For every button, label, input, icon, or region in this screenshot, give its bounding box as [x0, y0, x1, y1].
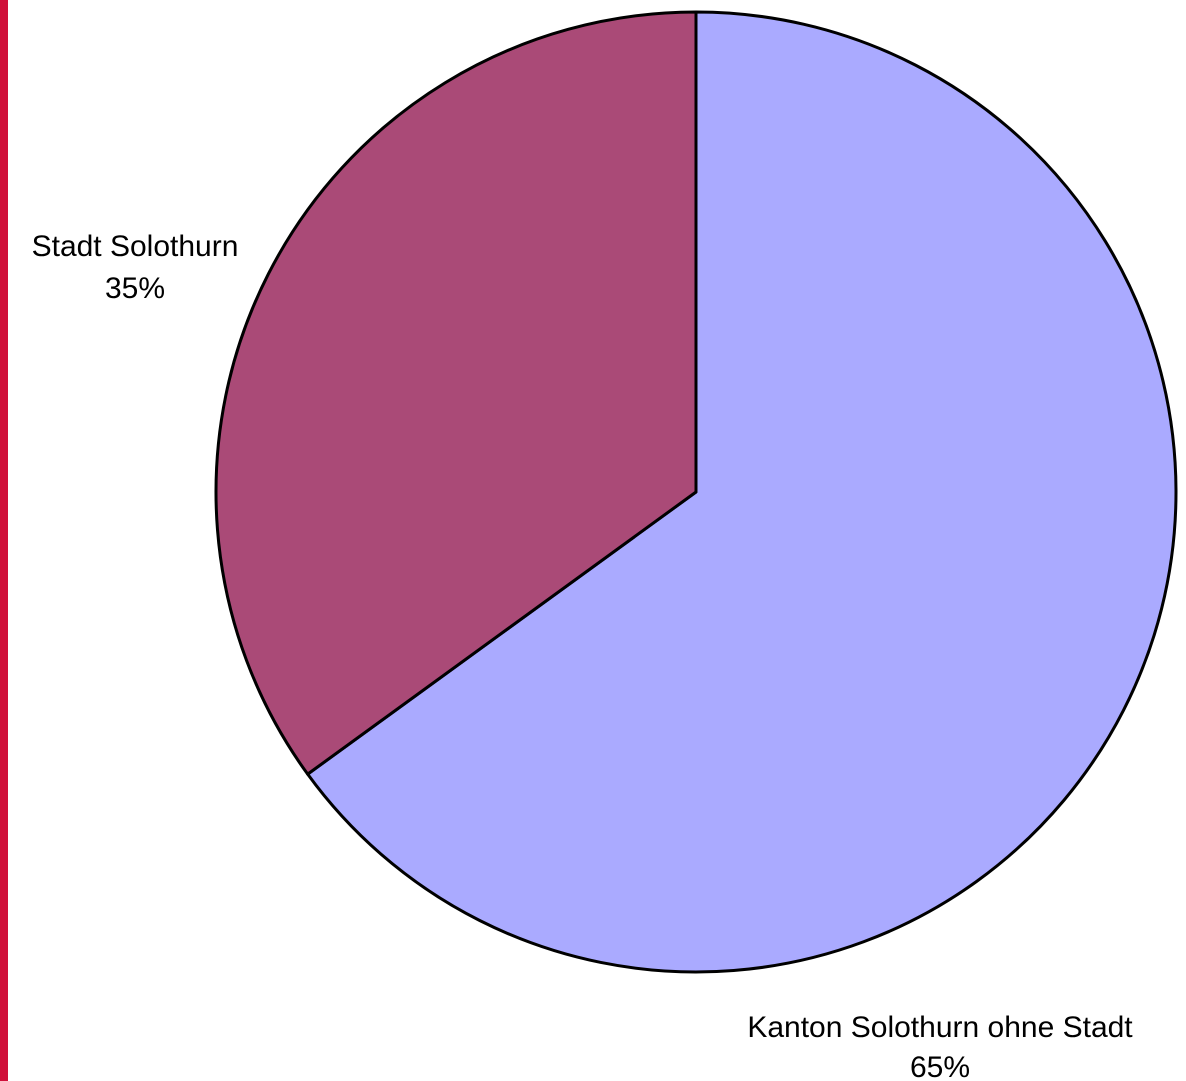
slice-value-kanton-solothurn-ohne-stadt: 65% — [910, 1051, 970, 1081]
slice-value-stadt-solothurn: 35% — [105, 272, 165, 305]
slice-label-stadt-solothurn: Stadt Solothurn — [32, 230, 239, 263]
slice-label-kanton-solothurn-ohne-stadt: Kanton Solothurn ohne Stadt — [747, 1011, 1133, 1044]
pie-labels: Stadt Solothurn 35% Kanton Solothurn ohn… — [32, 230, 1134, 1081]
pie-slice-kanton-solothurn-ohne-stadt — [306, 10, 1178, 974]
pie-slice-stadt-solothurn — [214, 10, 698, 776]
left-border-strip — [0, 0, 8, 1081]
pie-slices — [214, 10, 1178, 974]
